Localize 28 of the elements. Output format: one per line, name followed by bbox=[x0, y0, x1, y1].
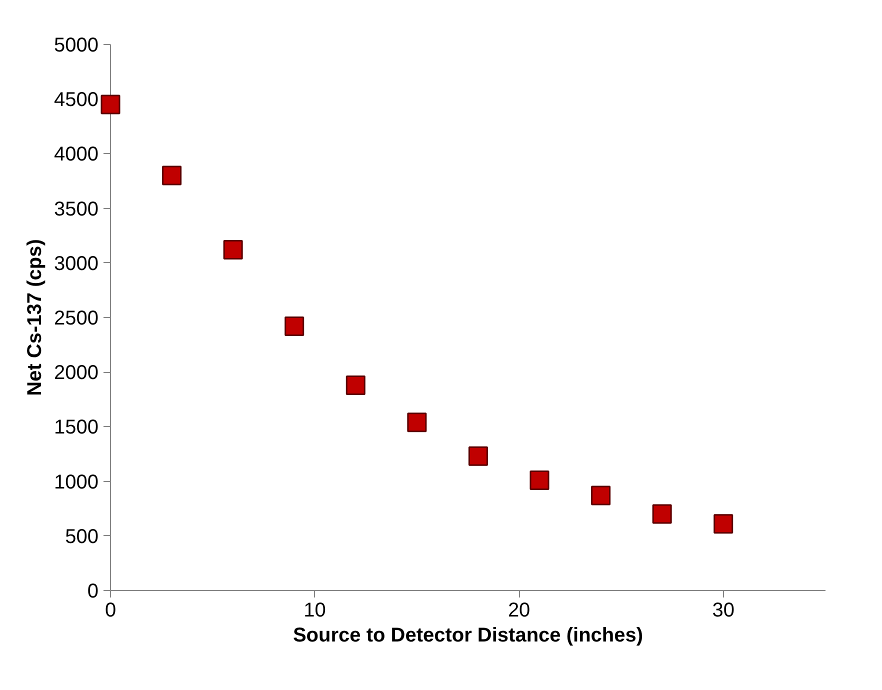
y-tick-label: 5000 bbox=[54, 34, 99, 56]
x-tick-label: 20 bbox=[508, 600, 530, 622]
x-tick-label: 10 bbox=[304, 600, 326, 622]
point bbox=[346, 375, 366, 395]
x-axis-title: Source to Detector Distance (inches) bbox=[292, 624, 644, 646]
y-tick-label: 2500 bbox=[54, 308, 99, 330]
y-tick-label: 3500 bbox=[54, 198, 99, 220]
y-tick-label: 4000 bbox=[54, 144, 99, 166]
point bbox=[407, 412, 427, 432]
y-tick-label: 3000 bbox=[54, 252, 99, 275]
y-tick-label: 1500 bbox=[54, 416, 99, 439]
y-tick-label: 4500 bbox=[54, 89, 99, 112]
y-tick-label: 2000 bbox=[54, 362, 99, 384]
point bbox=[530, 470, 550, 490]
y-axis-title: Net Cs-137 (cps) bbox=[24, 239, 46, 396]
point bbox=[162, 166, 182, 186]
point bbox=[591, 486, 611, 506]
point bbox=[714, 514, 734, 534]
point bbox=[223, 240, 243, 260]
y-tick-label: 500 bbox=[65, 526, 99, 548]
point bbox=[284, 316, 304, 336]
y-tick-label: 0 bbox=[87, 580, 98, 602]
point bbox=[652, 504, 672, 524]
x-tick-label: 30 bbox=[712, 600, 734, 622]
point bbox=[100, 94, 120, 114]
x-tick-label: 0 bbox=[104, 600, 116, 622]
y-tick-label: 1000 bbox=[54, 471, 99, 494]
point bbox=[468, 446, 488, 466]
